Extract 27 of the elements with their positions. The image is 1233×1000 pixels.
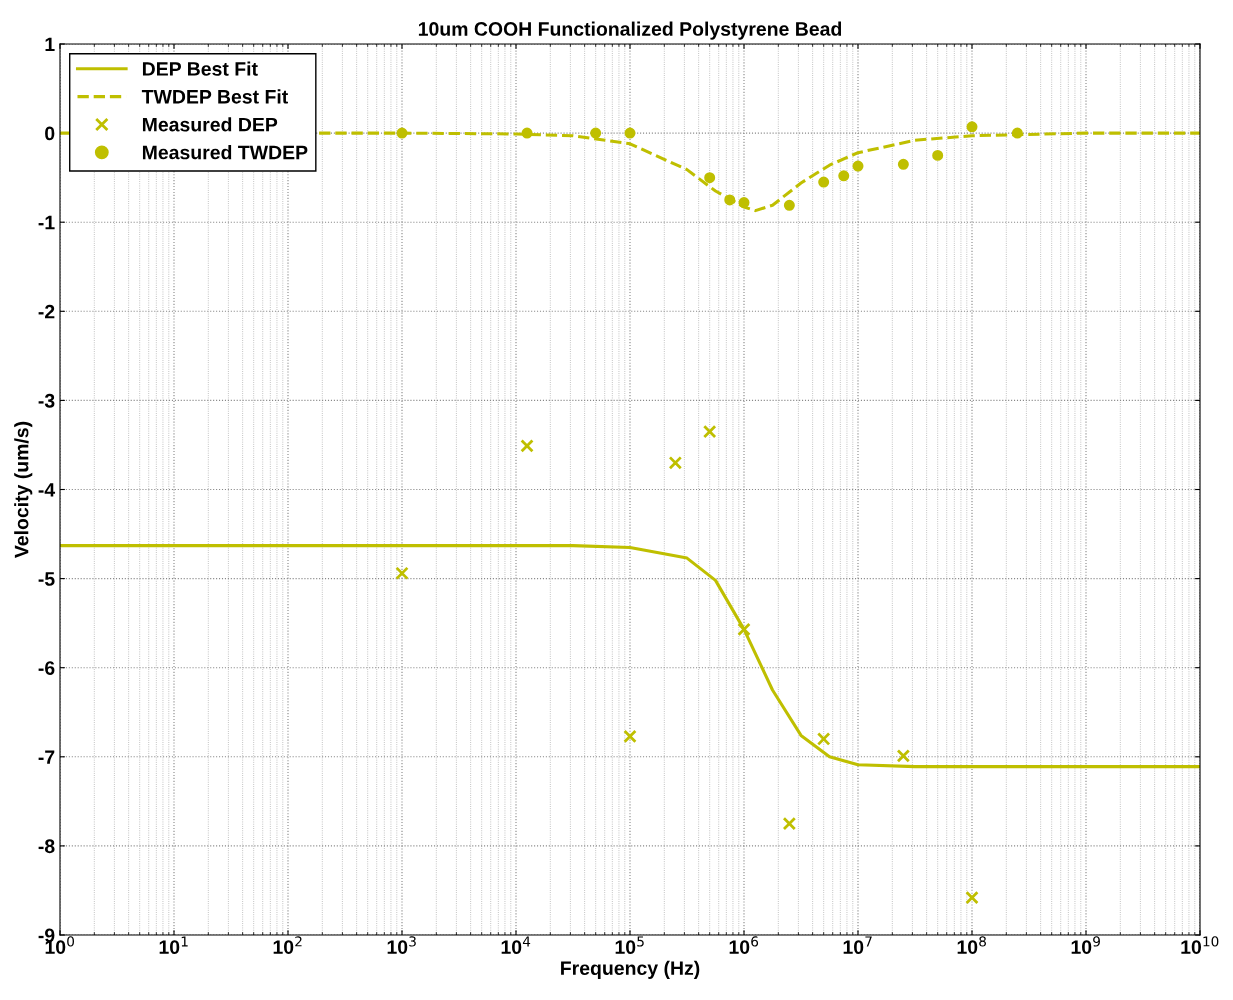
legend-label: Measured DEP bbox=[142, 117, 278, 132]
y-tick-label: -6 bbox=[38, 661, 55, 675]
legend-label: Measured TWDEP bbox=[142, 145, 308, 160]
y-tick-label: -5 bbox=[38, 572, 55, 586]
y-tick-label: 1 bbox=[45, 37, 55, 52]
y-tick-label: -7 bbox=[38, 750, 55, 764]
x-tick-label: 10$^{1}$ bbox=[159, 936, 188, 955]
x-tick-label: 10$^{6}$ bbox=[729, 936, 759, 954]
legend-label: DEP Best Fit bbox=[142, 61, 258, 76]
x-tick-label: 10$^{8}$ bbox=[957, 936, 986, 954]
y-tick-label: -1 bbox=[38, 215, 55, 230]
x-tick-label: 10$^{9}$ bbox=[1071, 936, 1100, 954]
chart-title: 10um COOH Functionalized Polystyrene Bead bbox=[418, 21, 842, 40]
y-tick-label: -2 bbox=[38, 304, 55, 319]
x-axis-title: Frequency (Hz) bbox=[561, 960, 700, 979]
x-tick-label: 10$^{3}$ bbox=[387, 936, 416, 954]
x-tick-label: 10$^{5}$ bbox=[615, 936, 644, 955]
x-tick-label: 10$^{4}$ bbox=[501, 936, 531, 955]
x-tick-label: 10$^{7}$ bbox=[843, 936, 872, 955]
y-tick-label: 0 bbox=[45, 126, 55, 141]
y-tick-label: -3 bbox=[38, 393, 55, 408]
y-tick-label: -4 bbox=[38, 483, 56, 497]
legend-label: TWDEP Best Fit bbox=[141, 89, 288, 104]
y-tick-label: -8 bbox=[38, 839, 55, 854]
y-axis-title: Velocity (um/s) bbox=[14, 421, 33, 558]
x-tick-label: 10$^{2}$ bbox=[273, 936, 302, 954]
x-tick-label: 10$^{10}$ bbox=[1181, 936, 1219, 954]
